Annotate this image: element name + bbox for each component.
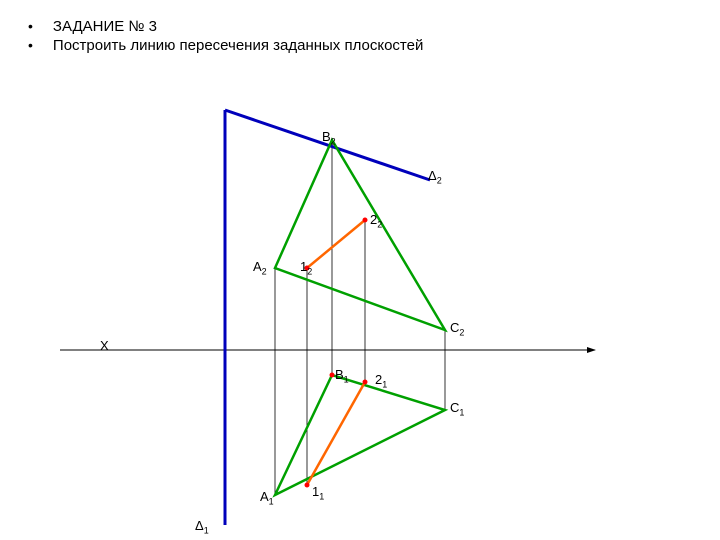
task-subtitle: Построить линию пересечения заданных пло… [53, 37, 423, 54]
task-title: ЗАДАНИЕ № 3 [53, 18, 157, 35]
point-dot [305, 483, 310, 488]
label-C2: С2 [450, 320, 464, 338]
bullet-dot: • [28, 18, 33, 34]
label-x: X [100, 338, 109, 353]
label-12: 12 [300, 259, 312, 277]
label-22: 22 [370, 212, 382, 230]
point-dot [330, 373, 335, 378]
label-A2: А2 [253, 259, 267, 277]
label-11: 11 [312, 484, 324, 502]
task-header: • ЗАДАНИЕ № 3 • Построить линию пересече… [20, 18, 423, 56]
label-A1: А1 [260, 489, 274, 507]
label-Delta1: Δ1 [195, 518, 209, 536]
point-dot [363, 380, 368, 385]
bullet-item: • Построить линию пересечения заданных п… [20, 37, 423, 54]
label-B1: В1 [335, 367, 349, 385]
point-dot [363, 218, 368, 223]
label-21: 21 [375, 372, 387, 390]
label-B2: В2 [322, 129, 336, 147]
intersection-top [307, 220, 365, 268]
geometry-diagram [0, 80, 720, 540]
bullet-item: • ЗАДАНИЕ № 3 [20, 18, 423, 35]
label-Delta2: Δ2 [428, 168, 442, 186]
label-C1: С1 [450, 400, 464, 418]
bullet-dot: • [28, 37, 33, 53]
triangle-top [275, 140, 445, 330]
intersection-bottom [307, 382, 365, 485]
